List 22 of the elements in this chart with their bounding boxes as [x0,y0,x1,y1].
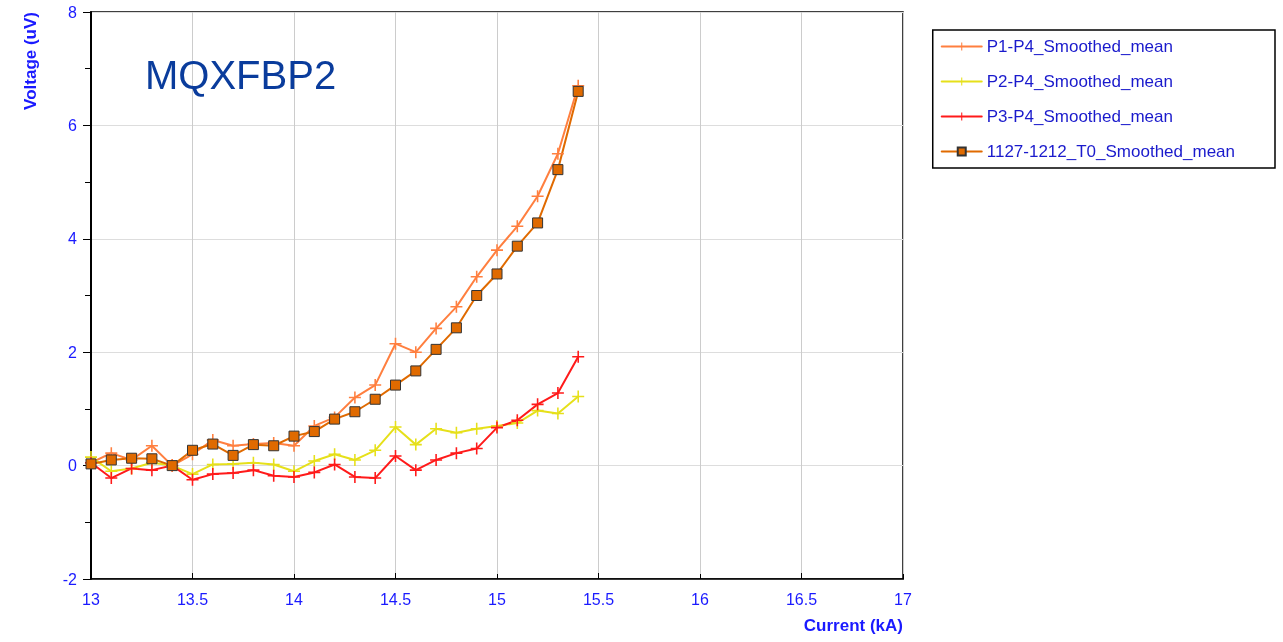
legend-label: P1-P4_Smoothed_mean [986,37,1173,56]
y-tick-label: -2 [62,570,78,588]
x-tick-label: 15 [488,590,506,608]
y-axis-title: Voltage (uV) [21,12,40,110]
x-tick-label: 17 [894,590,912,608]
x-axis-title: Current (kA) [803,616,903,635]
legend-label: P2-P4_Smoothed_mean [986,72,1173,91]
x-tick-label: 15.5 [582,590,615,608]
y-tick-label: 2 [68,343,78,361]
x-tick-label: 14.5 [379,590,412,608]
y-tick-label: 4 [68,230,78,248]
x-tick-label: 14 [285,590,303,608]
y-tick-label: 0 [68,457,78,475]
x-tick-label: 13 [82,590,100,608]
x-tick-label: 13.5 [176,590,209,608]
legend-label: P3-P4_Smoothed_mean [986,107,1173,126]
legend-label: 1127-1212_T0_Smoothed_mean [986,142,1236,161]
x-tick-label: 16 [691,590,709,608]
y-tick-label: 6 [68,116,78,134]
y-tick-label: 8 [68,3,78,21]
text: MQXFBP2 [145,53,337,97]
x-tick-label: 16.5 [785,590,818,608]
